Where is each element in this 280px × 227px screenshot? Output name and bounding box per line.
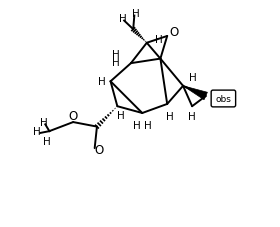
Text: H: H [144, 120, 152, 130]
Text: H: H [33, 127, 41, 136]
Text: O: O [169, 26, 178, 39]
Polygon shape [183, 86, 207, 100]
Text: H: H [112, 49, 120, 59]
Text: H: H [43, 136, 51, 146]
Text: H: H [112, 58, 120, 68]
Text: H: H [155, 35, 163, 45]
FancyBboxPatch shape [211, 91, 236, 107]
Text: obs: obs [216, 94, 232, 103]
Text: H: H [165, 111, 173, 121]
Text: H: H [133, 120, 141, 130]
Text: H: H [132, 9, 140, 19]
Text: H: H [98, 77, 105, 87]
Text: H: H [40, 118, 48, 128]
Text: H: H [189, 72, 197, 82]
Text: H: H [188, 111, 196, 121]
Text: O: O [69, 109, 78, 122]
Text: H: H [119, 14, 127, 24]
Text: H: H [117, 110, 125, 120]
Text: O: O [94, 143, 103, 156]
